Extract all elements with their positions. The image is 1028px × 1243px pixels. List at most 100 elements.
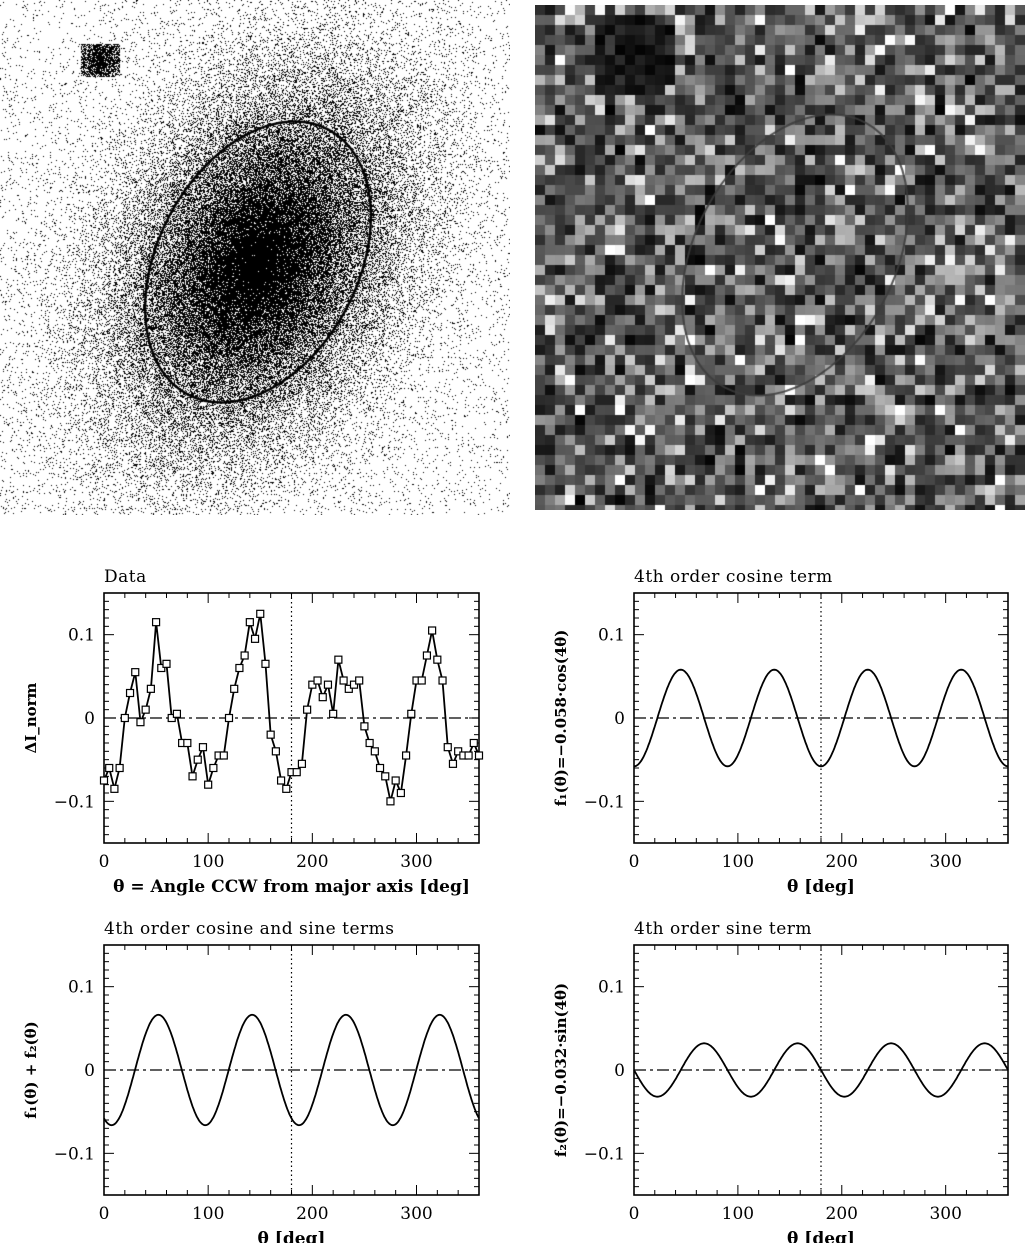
y-tick-label: 0.1 [68,978,95,998]
data-point [230,684,239,693]
data-point [105,763,114,773]
data-point [370,747,379,756]
chart-title: Data [104,567,147,587]
data-point [198,743,208,752]
data-point [401,751,411,760]
data-point [355,676,364,685]
x-axis-label: θ [deg] [258,1229,326,1243]
galaxy-image [0,0,510,515]
series-line [633,668,1009,768]
x-tick-label: 100 [722,852,754,872]
x-tick-label: 100 [722,1204,754,1224]
data-point [204,780,213,789]
chart-1: 0 100 200 300 −0.1 0 0.1 Data θ = Angle CCW from… [22,567,484,897]
data-point [99,776,109,785]
y-tick-label: 0 [614,709,625,729]
x-axis-label: θ [deg] [787,1229,855,1243]
data-point [271,747,280,756]
y-axis-label: f₁(θ)=−0.058·cos(4θ) [552,630,570,807]
series-line [103,1013,480,1127]
data-point [276,776,286,785]
data-point [386,797,395,806]
x-tick-label: 200 [826,852,858,872]
x-tick-label: 300 [400,852,432,872]
data-point [422,651,432,660]
data-point [172,709,182,718]
data-point [157,663,166,673]
data-point [245,618,254,627]
y-tick-label: 0.1 [68,626,95,646]
data-point [261,659,270,668]
x-tick-label: 0 [629,1204,640,1224]
y-axis-label: f₁(θ) + f₂(θ) [22,1021,40,1118]
x-tick-label: 200 [296,1204,328,1224]
data-point [344,684,353,693]
x-tick-label: 0 [629,852,640,872]
data-point [136,718,145,727]
data-point [329,709,338,718]
data-point [240,651,249,660]
chart-2: 0 100 200 300 −0.1 0 0.1 4th order cosine term θ… [552,567,1009,897]
data-point [448,759,458,768]
x-tick-label: 300 [929,852,961,872]
chart-4: 0 100 200 300 −0.1 0 0.1 4th order sine term θ [… [552,919,1009,1243]
y-tick-label: −0.1 [54,792,95,812]
x-tick-label: 100 [192,1204,224,1224]
data-point [188,772,197,781]
data-point [474,751,484,760]
data-point [235,663,244,673]
data-point [323,680,333,689]
y-tick-label: 0.1 [598,978,625,998]
x-tick-label: 100 [192,852,224,872]
data-point [292,768,301,777]
data-point [349,680,359,689]
residual-image [535,5,1025,510]
chart-3: 0 100 200 300 −0.1 0 0.1 4th order cosine and s… [22,919,480,1243]
data-point [339,676,348,685]
galaxy-image-canvas [0,0,510,515]
data-point [151,618,161,627]
data-point [115,763,124,773]
data-point [428,626,437,635]
data-point [433,655,442,664]
residual-image-canvas [535,5,1025,510]
data-point [120,713,129,723]
data-point [282,784,291,793]
data-point [146,684,155,693]
data-point [162,659,171,668]
data-point [266,730,275,739]
data-point [443,743,452,752]
y-tick-label: 0 [84,709,95,729]
series-line [633,1042,1009,1098]
x-axis-label: θ = Angle CCW from major axis [deg] [113,877,470,897]
data-point [396,788,405,798]
x-tick-label: 200 [826,1204,858,1224]
data-point [224,713,234,723]
data-point [313,676,322,685]
data-point [365,738,374,748]
y-tick-label: −0.1 [584,1144,625,1164]
x-axis-label: θ [deg] [787,877,855,897]
y-axis-label: ΔI_norm [22,682,40,753]
data-point [360,722,369,731]
x-tick-label: 0 [99,1204,110,1224]
x-tick-label: 200 [296,852,328,872]
data-point [381,772,390,781]
data-point [141,705,150,714]
data-point [417,676,426,685]
data-point [209,763,218,773]
data-point [318,693,327,702]
data-point [167,713,176,723]
y-tick-label: 0 [84,1061,95,1081]
y-tick-label: 0 [614,1061,625,1081]
chart-title: 4th order cosine and sine terms [104,919,394,939]
data-point [308,680,317,689]
data-point [250,634,260,643]
data-point [110,784,119,793]
y-tick-label: −0.1 [584,792,625,812]
y-tick-label: 0.1 [598,626,625,646]
data-point [407,709,416,718]
x-tick-label: 0 [99,852,110,872]
data-point [256,609,265,618]
data-point [131,668,140,677]
